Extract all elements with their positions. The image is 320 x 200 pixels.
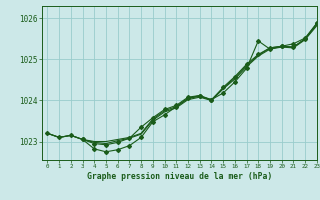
- X-axis label: Graphe pression niveau de la mer (hPa): Graphe pression niveau de la mer (hPa): [87, 172, 272, 181]
